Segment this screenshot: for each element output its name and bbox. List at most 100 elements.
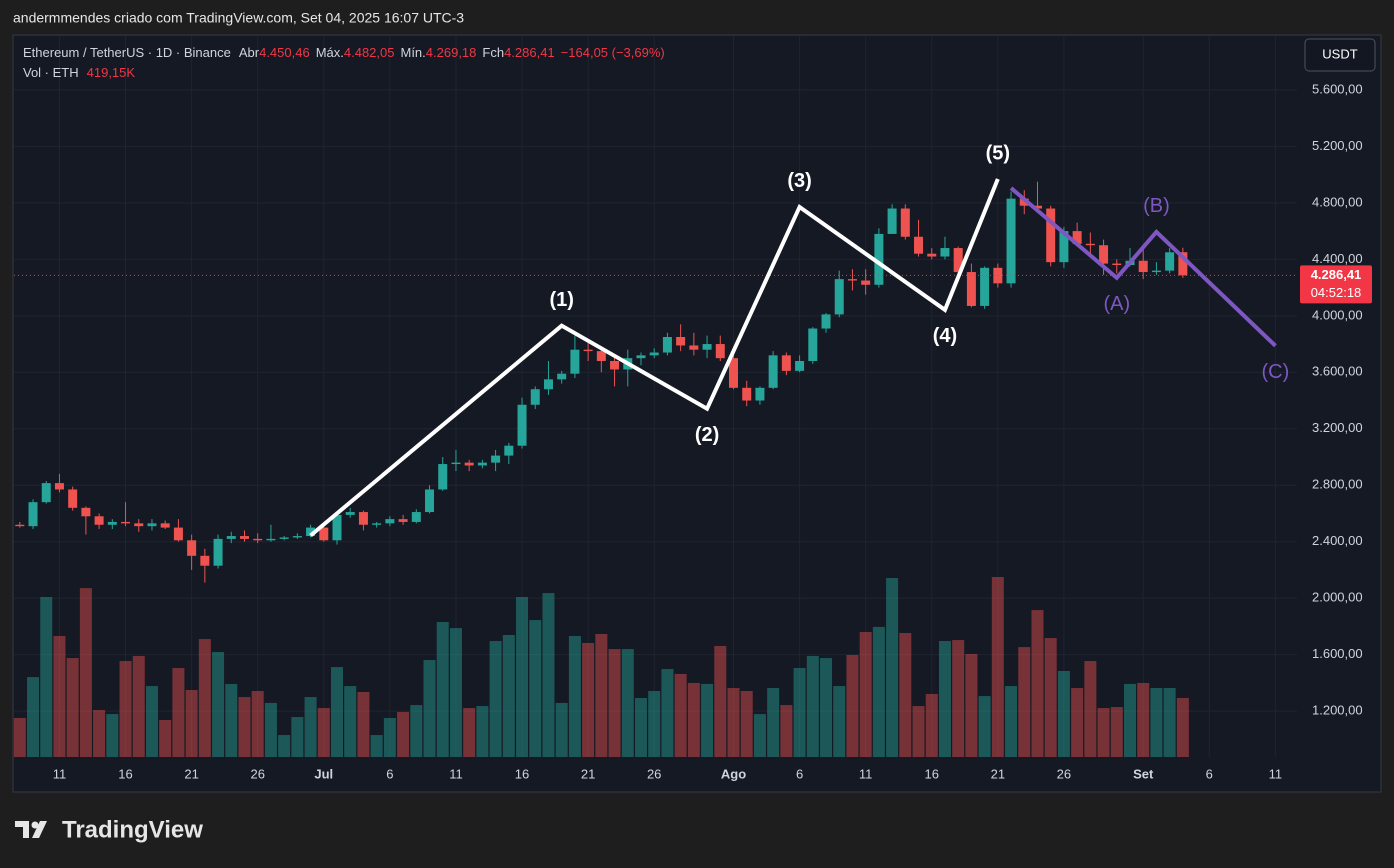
candle-body (54, 483, 64, 490)
legend-change: −164,05 (−3,69%) (561, 45, 665, 60)
countdown: 04:52:18 (1311, 285, 1362, 300)
volume-bar (859, 632, 872, 757)
volume-bar (833, 686, 846, 757)
y-tick-label: 5.600,00 (1312, 81, 1363, 96)
candle-body (874, 233, 884, 285)
y-tick-label: 1.200,00 (1312, 703, 1363, 718)
volume-bar (344, 686, 357, 757)
last-price-label: 4.286,41 (1311, 267, 1362, 282)
volume-bar (661, 669, 674, 757)
volume-bar (463, 708, 476, 757)
candle-body (662, 336, 672, 353)
y-tick-label: 2.800,00 (1312, 477, 1363, 492)
volume-bar (238, 697, 251, 757)
volume-bar (529, 620, 542, 757)
x-tick-label: 6 (1206, 766, 1213, 781)
x-tick-label: 21 (991, 766, 1005, 781)
wave-label: (5) (986, 142, 1010, 164)
candle-body (834, 279, 844, 315)
wave-label: (4) (933, 325, 957, 347)
candle-body (1019, 198, 1029, 206)
volume-bar (872, 626, 885, 757)
candle-body (887, 208, 897, 234)
volume-bar (991, 577, 1004, 757)
volume-bar (264, 702, 277, 757)
legend-value: 4.482,05 (344, 45, 395, 60)
legend: Ethereum / TetherUS · 1D · Binance Abr4.4… (23, 45, 665, 60)
y-tick-label: 2.400,00 (1312, 533, 1363, 548)
volume-bar (1031, 610, 1044, 757)
y-tick-label: 2.000,00 (1312, 590, 1363, 605)
x-tick-label: 11 (449, 766, 463, 781)
candle-body (279, 537, 289, 539)
volume-bar (687, 682, 700, 757)
volume-bar (212, 652, 225, 757)
volume-bar (820, 658, 833, 757)
candle-body (81, 507, 91, 517)
candle-body (372, 523, 382, 525)
volume-bar (793, 668, 806, 757)
x-tick-label: 11 (859, 766, 873, 781)
candle-body (306, 527, 316, 537)
volume-bar (317, 708, 330, 757)
volume-bar (423, 660, 436, 757)
symbol: Ethereum / TetherUS · 1D · Binance (23, 45, 231, 60)
candle-body (438, 464, 448, 490)
volume-bar (291, 717, 304, 757)
candle-body (332, 514, 342, 541)
volume-bar (846, 654, 859, 757)
volume-bar (1097, 708, 1110, 757)
volume-bar (542, 593, 555, 757)
candle-body (266, 538, 276, 541)
wave-label: (C) (1261, 361, 1289, 383)
wave-label: (A) (1103, 293, 1130, 315)
x-tick-label: 21 (184, 766, 198, 781)
volume-bar (502, 634, 515, 757)
candle-body (715, 344, 725, 359)
candle-body (900, 208, 910, 237)
currency[interactable]: USDT (1322, 46, 1357, 61)
volume-bar (674, 673, 687, 757)
wave-line (309, 178, 1000, 538)
volume-bar (383, 718, 396, 757)
volume-bar (397, 711, 410, 757)
volume-bar (1123, 683, 1136, 757)
volume-bar (938, 641, 951, 757)
volume-bar (582, 643, 595, 757)
currency-button[interactable] (1304, 38, 1376, 72)
candle-body (966, 272, 976, 306)
candle-body (68, 489, 78, 508)
volume-bar (79, 588, 92, 757)
volume-bar (93, 709, 106, 757)
volume-bar (648, 690, 661, 757)
candle-body (1046, 208, 1056, 263)
volume-bar (753, 714, 766, 757)
volume-bar (555, 702, 568, 757)
candle-body (1072, 231, 1082, 244)
volume-legend: Vol · ETH 419,15K (23, 65, 135, 80)
candle-body (28, 502, 38, 527)
candle-body (1138, 260, 1148, 273)
wave-line (1009, 186, 1277, 348)
candle-body (702, 344, 712, 350)
candle-body (610, 360, 620, 370)
candle-body (477, 462, 487, 466)
volume-bar (727, 688, 740, 757)
volume-bar (1071, 688, 1084, 757)
candle-body (1112, 263, 1122, 265)
x-tick-label: 26 (250, 766, 264, 781)
volume-bar (304, 697, 317, 757)
candle-body (517, 404, 527, 446)
x-tick-label: 26 (647, 766, 661, 781)
x-tick-label: Set (1133, 766, 1154, 781)
volume-bar (621, 649, 634, 757)
volume-bar (1110, 707, 1123, 757)
volume-bar (132, 655, 145, 757)
candle-body (358, 512, 368, 525)
candle-body (914, 236, 924, 254)
volume-value: 419,15K (87, 65, 136, 80)
volume-bar (370, 735, 383, 757)
x-tick-label: 16 (925, 766, 939, 781)
candle-body (1178, 252, 1188, 276)
